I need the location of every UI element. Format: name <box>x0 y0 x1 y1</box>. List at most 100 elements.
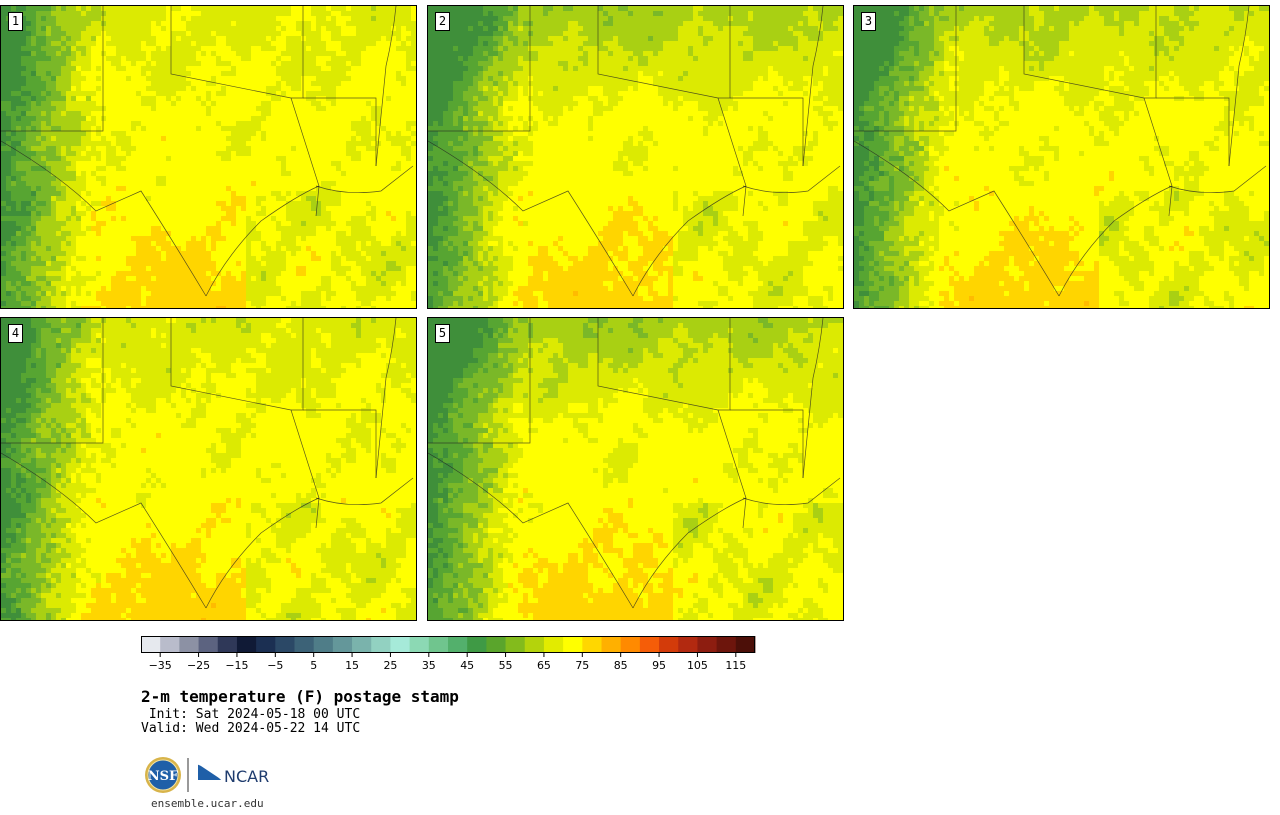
colorbar-tick-label: 55 <box>499 659 513 672</box>
colorbar-bin <box>160 636 180 653</box>
boundary-line <box>854 6 957 132</box>
colorbar-bin <box>409 636 430 653</box>
boundary-line <box>315 165 414 194</box>
init-time: Init: Sat 2024-05-18 00 UTC <box>141 707 360 722</box>
colorbar-bin <box>659 636 679 653</box>
source-url: ensemble.ucar.edu <box>151 797 264 810</box>
boundary-line <box>1 140 207 297</box>
boundary-line <box>303 97 377 166</box>
colorbar-bin <box>179 636 199 653</box>
boundary-line <box>1 452 207 609</box>
boundary-line <box>428 140 634 297</box>
colorbar-tick-label: 65 <box>537 659 551 672</box>
colorbar-tick-label: 85 <box>614 659 628 672</box>
temperature-colorbar <box>141 636 756 657</box>
nsf-seal-icon: NSF <box>145 757 181 793</box>
colorbar-tick-label: 25 <box>383 659 397 672</box>
boundary-line <box>1228 6 1250 167</box>
panel-label: 2 <box>435 12 450 31</box>
colorbar-bin <box>620 636 641 653</box>
valid-time: Valid: Wed 2024-05-22 14 UTC <box>141 721 360 736</box>
colorbar-bin <box>236 636 257 653</box>
colorbar-bin <box>639 636 660 653</box>
colorbar-bin <box>390 636 411 653</box>
colorbar-bin <box>332 636 353 653</box>
ncar-logo-icon: NCAR <box>197 763 269 786</box>
colorbar-bin <box>428 636 449 653</box>
colorbar-bin <box>275 636 295 653</box>
boundary-line <box>375 6 397 167</box>
stamp-panel-3: 3 <box>853 5 1270 309</box>
boundary-line <box>742 165 841 194</box>
boundary-line <box>315 477 414 506</box>
boundary-line <box>303 409 377 478</box>
stamp-panel-5: 5 <box>427 317 844 621</box>
colorbar-bin <box>141 636 161 653</box>
colorbar-bin <box>543 636 564 653</box>
temperature-map-2 <box>428 6 843 308</box>
boundary-line <box>1 6 104 132</box>
boundary-line <box>632 497 747 609</box>
boundary-line <box>802 6 824 167</box>
boundary-line <box>632 185 747 297</box>
colorbar-tick-label: −25 <box>187 659 210 672</box>
boundary-line <box>742 477 841 506</box>
colorbar-tick-label: 75 <box>575 659 589 672</box>
boundary-line <box>428 6 531 132</box>
boundary-line <box>802 318 824 479</box>
boundary-line <box>1156 97 1230 166</box>
colorbar-bin <box>582 636 602 653</box>
colorbar-bin <box>217 636 238 653</box>
panel-label: 4 <box>8 324 23 343</box>
colorbar-bin <box>313 636 334 653</box>
boundary-line <box>375 318 397 479</box>
colorbar-tick-label: 5 <box>310 659 317 672</box>
colorbar-bin <box>524 636 545 653</box>
colorbar-bin <box>505 636 526 653</box>
boundary-line <box>205 185 320 297</box>
boundary-line <box>730 97 804 166</box>
colorbar-bin <box>678 636 698 653</box>
boundary-line <box>1168 165 1267 194</box>
boundary-line <box>854 140 1060 297</box>
colorbar-tick-label: −35 <box>149 659 172 672</box>
panel-label: 1 <box>8 12 23 31</box>
colorbar-tick-label: 95 <box>652 659 666 672</box>
panel-label: 3 <box>861 12 876 31</box>
colorbar-bin <box>448 636 468 653</box>
colorbar-bin <box>716 636 737 653</box>
boundary-line <box>428 318 531 444</box>
colorbar-bin <box>371 636 391 653</box>
nsf-ncar-logo: NSF NCAR <box>145 757 269 793</box>
colorbar-tick-label: −15 <box>225 659 248 672</box>
boundary-line <box>205 497 320 609</box>
colorbar-tick-label: 45 <box>460 659 474 672</box>
colorbar-bin <box>352 636 372 653</box>
colorbar-bin <box>198 636 219 653</box>
colorbar-bin <box>467 636 487 653</box>
stamp-panel-1: 1 <box>0 5 417 309</box>
colorbar-bin <box>601 636 622 653</box>
colorbar-bin <box>735 636 756 653</box>
stamp-panel-2: 2 <box>427 5 844 309</box>
boundary-line <box>1058 185 1173 297</box>
colorbar-tick-label: 35 <box>422 659 436 672</box>
boundary-line <box>730 409 804 478</box>
stamp-panel-4: 4 <box>0 317 417 621</box>
temperature-map-4 <box>1 318 416 620</box>
colorbar-tick-label: 15 <box>345 659 359 672</box>
boundary-line <box>428 452 634 609</box>
temperature-map-3 <box>854 6 1269 308</box>
boundary-line <box>1 318 104 444</box>
colorbar-tick-label: 105 <box>687 659 708 672</box>
colorbar-bin <box>486 636 506 653</box>
panel-label: 5 <box>435 324 450 343</box>
colorbar-bin <box>294 636 315 653</box>
temperature-map-1 <box>1 6 416 308</box>
colorbar-bin <box>563 636 583 653</box>
colorbar-tick-label: 115 <box>725 659 746 672</box>
plot-title: 2-m temperature (F) postage stamp <box>141 687 459 706</box>
colorbar-bin <box>256 636 276 653</box>
colorbar-bin <box>697 636 718 653</box>
temperature-map-5 <box>428 318 843 620</box>
